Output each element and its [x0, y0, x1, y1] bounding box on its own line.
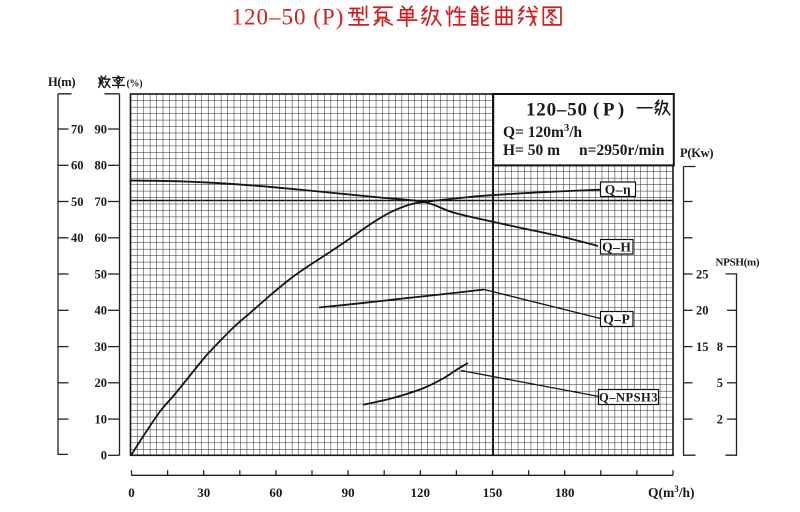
svg-text:Q(m3/h): Q(m3/h) — [648, 484, 695, 500]
svg-text:70: 70 — [95, 195, 108, 209]
svg-text:5: 5 — [717, 376, 723, 390]
svg-text:2: 2 — [717, 412, 723, 426]
svg-text:60: 60 — [95, 231, 108, 245]
svg-text:25: 25 — [696, 267, 709, 281]
svg-text:60: 60 — [71, 159, 84, 173]
svg-text:H(m): H(m) — [48, 75, 75, 89]
svg-text:30: 30 — [197, 485, 210, 500]
svg-text:(%): (%) — [127, 79, 143, 90]
svg-text:150: 150 — [483, 485, 503, 500]
svg-text:H= 50 m: H= 50 m — [503, 142, 560, 159]
svg-text:120–50 (P): 120–50 (P) — [232, 5, 345, 30]
svg-text:Q= 120m3/h: Q= 120m3/h — [503, 123, 582, 141]
svg-text:120: 120 — [411, 485, 431, 500]
svg-text:Q–η: Q–η — [605, 182, 631, 197]
svg-text:Q–H: Q–H — [602, 239, 631, 254]
svg-text:0: 0 — [128, 485, 135, 500]
svg-text:90: 90 — [342, 485, 355, 500]
svg-text:30: 30 — [95, 340, 108, 354]
svg-text:15: 15 — [696, 340, 709, 354]
svg-text:180: 180 — [555, 485, 575, 500]
svg-text:50: 50 — [95, 267, 108, 281]
svg-text:20: 20 — [696, 304, 709, 318]
svg-text:20: 20 — [95, 376, 108, 390]
svg-text:NPSH(m): NPSH(m) — [716, 257, 760, 269]
svg-text:40: 40 — [95, 304, 108, 318]
svg-text:(P): (P) — [593, 100, 628, 121]
svg-text:40: 40 — [71, 231, 84, 245]
svg-text:8: 8 — [717, 340, 723, 354]
svg-text:80: 80 — [95, 159, 108, 173]
svg-text:70: 70 — [71, 122, 84, 136]
svg-text:P(Kw): P(Kw) — [680, 146, 713, 160]
svg-text:n=2950r/min: n=2950r/min — [579, 142, 665, 159]
svg-text:60: 60 — [269, 485, 282, 500]
svg-text:Q–NPSH3: Q–NPSH3 — [599, 391, 658, 405]
svg-text:90: 90 — [95, 122, 108, 136]
svg-text:0: 0 — [101, 449, 107, 463]
svg-text:Q–P: Q–P — [603, 312, 630, 327]
svg-text:50: 50 — [71, 195, 84, 209]
svg-text:120–50: 120–50 — [526, 100, 588, 121]
svg-text:10: 10 — [95, 412, 108, 426]
